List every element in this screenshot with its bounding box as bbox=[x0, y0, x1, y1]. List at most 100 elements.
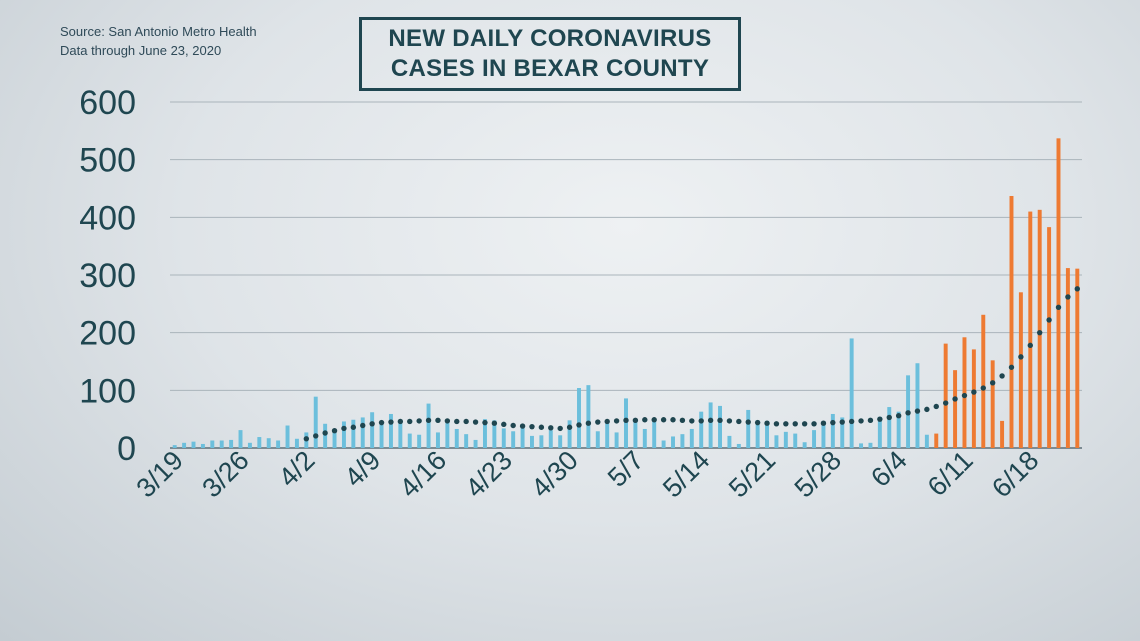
bar-3-22 bbox=[200, 443, 205, 448]
bar-4-22 bbox=[492, 420, 497, 448]
bar-6-20 bbox=[1047, 227, 1052, 448]
trend-dot-5-29 bbox=[839, 419, 845, 425]
trend-dot-6-5 bbox=[905, 410, 911, 416]
bar-5-20 bbox=[755, 420, 760, 448]
trend-dot-6-1 bbox=[867, 417, 874, 424]
trend-dot-4-26 bbox=[529, 423, 535, 430]
bar-6-9 bbox=[943, 343, 948, 448]
bar-4-30 bbox=[567, 420, 572, 448]
trend-dot-4-19 bbox=[463, 418, 469, 425]
y-tick-label: 0 bbox=[117, 430, 136, 468]
trend-dot-5-1 bbox=[576, 422, 582, 428]
y-tick-label: 500 bbox=[79, 142, 136, 180]
x-tick-label: 3/19 bbox=[131, 445, 189, 503]
bar-6-1 bbox=[868, 442, 873, 448]
trend-dot-6-6 bbox=[914, 408, 921, 414]
trend-dot-6-14 bbox=[989, 380, 996, 386]
bar-5-2 bbox=[586, 385, 591, 448]
bar-6-4 bbox=[896, 411, 901, 448]
trend-dot-6-15 bbox=[999, 373, 1005, 379]
bar-5-4 bbox=[605, 423, 610, 448]
bar-4-5 bbox=[332, 430, 337, 448]
trend-dot-5-22 bbox=[773, 421, 780, 427]
bar-5-8 bbox=[642, 428, 647, 448]
y-tick-label: 400 bbox=[79, 199, 136, 237]
bar-4-20 bbox=[473, 439, 478, 448]
trend-dot-4-20 bbox=[472, 419, 479, 425]
trend-dot-5-24 bbox=[792, 421, 798, 427]
bar-4-24 bbox=[511, 431, 516, 448]
bar-5-16 bbox=[718, 405, 722, 448]
bar-5-9 bbox=[652, 420, 657, 448]
trend-dot-6-13 bbox=[980, 385, 986, 391]
trend-dot-4-13 bbox=[407, 418, 413, 425]
trend-dot-6-20 bbox=[1046, 317, 1052, 323]
trend-dot-4-28 bbox=[548, 425, 554, 431]
trend-dot-4-6 bbox=[341, 425, 347, 432]
trend-dot-6-9 bbox=[942, 400, 949, 406]
bar-5-30 bbox=[849, 338, 854, 448]
bar-4-17 bbox=[445, 421, 450, 448]
trend-dot-5-12 bbox=[679, 417, 686, 424]
trend-dot-4-27 bbox=[538, 424, 545, 430]
bar-5-11 bbox=[671, 436, 675, 448]
chart-title-box: NEW DAILY CORONAVIRUS CASES IN BEXAR COU… bbox=[359, 17, 741, 91]
bar-4-15 bbox=[426, 403, 431, 448]
trend-dot-4-14 bbox=[416, 418, 422, 424]
trend-dot-4-23 bbox=[501, 421, 507, 428]
trend-dot-4-15 bbox=[425, 417, 432, 424]
x-tick-label: 6/11 bbox=[922, 445, 979, 502]
trend-dot-5-26 bbox=[811, 421, 817, 427]
trend-dot-6-22 bbox=[1065, 294, 1071, 300]
trend-dot-4-18 bbox=[454, 418, 460, 425]
trend-dot-4-30 bbox=[566, 424, 573, 430]
trend-dot-5-28 bbox=[830, 419, 836, 426]
trend-dot-5-4 bbox=[604, 418, 610, 425]
bar-5-27 bbox=[821, 420, 826, 448]
x-tick-label: 6/18 bbox=[986, 445, 1044, 503]
bar-5-23 bbox=[783, 431, 788, 448]
trend-dot-4-3 bbox=[313, 433, 319, 439]
bar-5-25 bbox=[802, 442, 807, 448]
bar-6-11 bbox=[962, 337, 967, 448]
trend-dot-5-18 bbox=[736, 418, 742, 425]
x-tick-label: 4/23 bbox=[460, 445, 518, 503]
bar-6-13 bbox=[981, 314, 986, 448]
trend-dot-5-16 bbox=[717, 417, 723, 424]
bar-4-1 bbox=[294, 438, 299, 448]
bar-4-6 bbox=[341, 421, 346, 448]
trend-dot-5-11 bbox=[670, 417, 676, 423]
bar-4-26 bbox=[530, 435, 534, 448]
bar-4-10 bbox=[379, 420, 384, 448]
trend-dot-4-4 bbox=[322, 430, 328, 436]
bar-5-22 bbox=[774, 435, 779, 448]
trend-dot-5-13 bbox=[689, 418, 695, 424]
y-axis: 0 100 200 300 400 500 600 bbox=[79, 84, 136, 468]
x-tick-label: 4/16 bbox=[394, 445, 452, 503]
y-tick-label: 600 bbox=[79, 84, 136, 122]
trend-dot-6-21 bbox=[1055, 304, 1062, 310]
trend-dot-6-23 bbox=[1074, 286, 1080, 292]
bar-6-10 bbox=[953, 370, 958, 448]
trend-dot-4-24 bbox=[510, 422, 516, 429]
bar-3-25 bbox=[229, 439, 234, 448]
bar-5-3 bbox=[595, 431, 600, 448]
bar-3-29 bbox=[266, 438, 271, 448]
bar-5-17 bbox=[727, 435, 732, 448]
bar-5-24 bbox=[793, 433, 798, 448]
bar-6-3 bbox=[887, 407, 892, 448]
trend-dot-6-4 bbox=[895, 413, 902, 419]
trend-dot-5-8 bbox=[642, 417, 648, 423]
trend-dot-5-2 bbox=[585, 420, 592, 426]
trend-dot-4-8 bbox=[360, 422, 366, 429]
bar-6-7 bbox=[924, 434, 929, 448]
bar-6-16 bbox=[1009, 195, 1014, 448]
trend-dot-4-11 bbox=[388, 419, 394, 425]
bar-5-18 bbox=[736, 443, 741, 448]
bar-3-21 bbox=[191, 441, 196, 448]
bar-4-28 bbox=[548, 430, 553, 448]
trend-dot-6-18 bbox=[1027, 342, 1033, 349]
x-tick-label: 4/2 bbox=[273, 445, 321, 493]
x-axis: 3/19 3/26 4/2 4/9 4/16 4/23 4/30 5/7 5/14 5/21 5/2… bbox=[131, 445, 1045, 503]
trend-dot-6-19 bbox=[1036, 329, 1043, 336]
